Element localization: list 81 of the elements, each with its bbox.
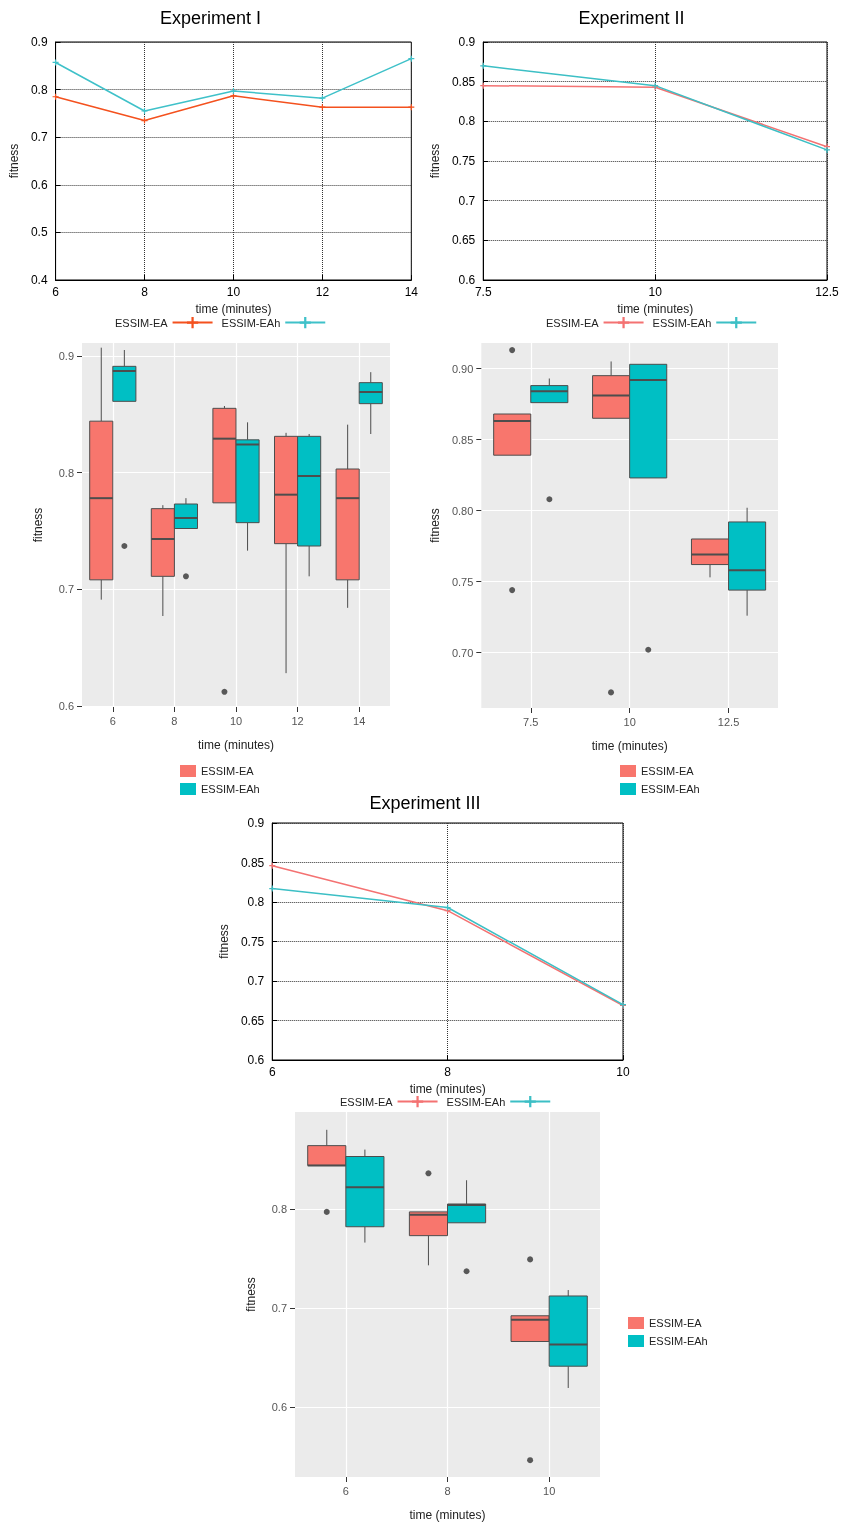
x-tick-label: 8 (171, 714, 178, 727)
x-tick-label: 12.5 (717, 715, 740, 728)
y-tick-label: 0.6 (458, 273, 476, 287)
y-tick-label: 0.5 (30, 225, 48, 240)
x-tick-label: 14 (353, 714, 366, 727)
x-tick-label: 10 (229, 714, 243, 727)
x-axis-title: time (minutes) (591, 739, 668, 753)
y-tick-label: 0.65 (240, 1013, 265, 1028)
y-tick-label: 0.9 (247, 816, 265, 830)
y-tick-label: 0.85 (240, 855, 265, 870)
y-tick-label: 0.8 (458, 114, 476, 129)
x-tick-label: 8 (444, 1065, 452, 1079)
x-tick-label: 10 (648, 285, 663, 299)
y-tick-label: 0.7 (247, 974, 265, 988)
x-tick-label: 12 (315, 285, 330, 299)
y-tick-label: 0.8 (58, 466, 74, 479)
x-tick-label: 6 (268, 1065, 276, 1079)
legend-label: ESSIM-EAh (446, 1095, 506, 1108)
legend-label: ESSIM-EA (649, 1317, 703, 1329)
y-tick-label: 0.7 (30, 130, 48, 145)
x-axis-title: time (minutes) (409, 1508, 486, 1522)
y-axis-title: fitness (428, 508, 442, 543)
y-axis-title: fitness (428, 143, 442, 179)
x-tick-label: 14 (404, 285, 419, 299)
y-tick-label: 0.7 (458, 193, 476, 208)
legend-label: ESSIM-EAh (652, 316, 712, 329)
x-tick-label: 6 (52, 285, 60, 299)
legend-label: ESSIM-EAh (221, 316, 281, 329)
y-tick-label: 0.9 (58, 349, 74, 362)
y-tick-label: 0.80 (451, 504, 474, 517)
x-axis-title: time (minutes) (197, 738, 275, 752)
y-axis-title: fitness (31, 507, 45, 543)
legend-label: ESSIM-EAh (641, 783, 700, 795)
x-tick-label: 6 (342, 1484, 349, 1497)
legend-label: ESSIM-EAh (649, 1335, 708, 1347)
y-tick-label: 0.75 (451, 154, 476, 168)
legend-label: ESSIM-EA (641, 765, 695, 777)
x-tick-label: 10 (543, 1484, 556, 1497)
y-tick-label: 0.85 (451, 433, 474, 446)
chart-title: Experiment III (369, 793, 481, 813)
chart-title: Experiment I (159, 8, 262, 28)
y-tick-label: 0.6 (58, 699, 74, 712)
y-tick-label: 0.75 (451, 575, 474, 588)
legend-label: ESSIM-EA (114, 316, 169, 329)
y-tick-label: 0.8 (271, 1202, 287, 1215)
x-axis-title: time (minutes) (409, 1081, 486, 1096)
y-tick-label: 0.6 (247, 1053, 265, 1067)
chart-title: Experiment II (578, 8, 685, 28)
y-tick-label: 0.75 (240, 934, 265, 949)
y-tick-label: 0.85 (451, 74, 476, 89)
x-tick-label: 10 (226, 285, 241, 299)
y-tick-label: 0.8 (247, 895, 265, 909)
x-tick-label: 6 (109, 714, 116, 727)
y-tick-label: 0.9 (458, 35, 476, 49)
x-tick-label: 12.5 (815, 285, 839, 299)
y-tick-label: 0.6 (271, 1400, 287, 1413)
legend-label: ESSIM-EA (201, 765, 255, 777)
x-tick-label: 10 (623, 715, 636, 728)
y-tick-label: 0.9 (30, 35, 48, 49)
y-tick-label: 0.70 (451, 646, 474, 659)
legend-label: ESSIM-EA (339, 1095, 394, 1108)
x-axis-title: time (minutes) (195, 301, 272, 316)
x-tick-label: 7.5 (523, 715, 539, 728)
x-tick-label: 8 (141, 285, 149, 299)
y-tick-label: 0.65 (451, 233, 476, 248)
y-axis-title: fitness (244, 1277, 258, 1312)
x-tick-label: 10 (616, 1065, 630, 1079)
y-tick-label: 0.8 (30, 82, 48, 97)
y-tick-label: 0.90 (451, 362, 474, 375)
y-tick-label: 0.4 (30, 273, 48, 287)
y-axis-title: fitness (7, 143, 21, 179)
legend-label: ESSIM-EA (545, 316, 600, 329)
y-tick-label: 0.7 (271, 1301, 287, 1314)
x-tick-label: 8 (444, 1484, 451, 1497)
x-tick-label: 7.5 (474, 285, 492, 299)
x-tick-label: 12 (291, 714, 304, 727)
y-axis-title: fitness (217, 924, 231, 959)
y-tick-label: 0.7 (58, 583, 74, 596)
x-axis-title: time (minutes) (617, 301, 694, 316)
legend-label: ESSIM-EAh (201, 783, 260, 795)
y-tick-label: 0.6 (30, 177, 48, 192)
